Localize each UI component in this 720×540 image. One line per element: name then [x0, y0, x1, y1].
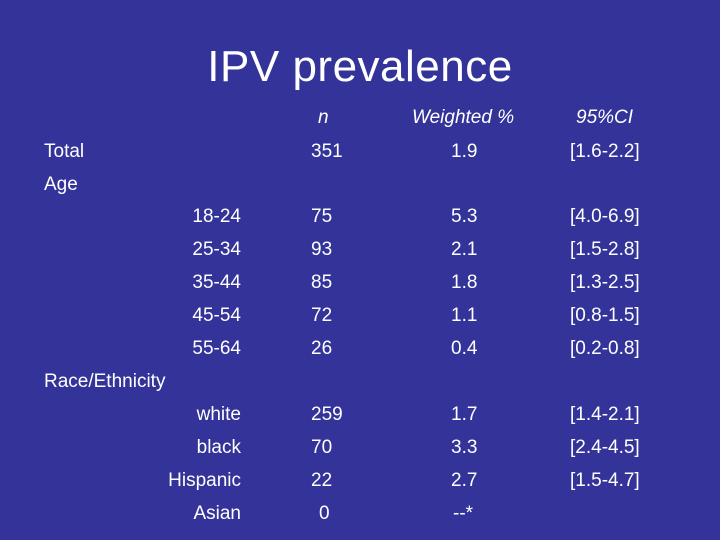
- race-label: Race/Ethnicity: [44, 371, 166, 392]
- cell-weighted: 1.9: [451, 141, 478, 162]
- group-heading-age: Age: [0, 171, 720, 199]
- cell-ci: [1.3-2.5]: [570, 272, 640, 293]
- cell-weighted: 1.7: [451, 404, 478, 425]
- row-label: Hispanic: [168, 470, 241, 491]
- cell-ci: [1.5-4.7]: [570, 470, 640, 491]
- row-label: 45-54: [192, 305, 241, 326]
- cell-n: 75: [311, 206, 333, 227]
- cell-weighted: 3.3: [451, 437, 478, 458]
- table-row: 35-44 85 1.8 [1.3-2.5]: [0, 269, 720, 297]
- cell-n: 0: [319, 503, 330, 524]
- cell-n: 85: [311, 272, 333, 293]
- cell-ci: [0.2-0.8]: [570, 338, 640, 359]
- cell-n: 22: [311, 470, 333, 491]
- cell-weighted: --*: [453, 503, 474, 524]
- table-row: 45-54 72 1.1 [0.8-1.5]: [0, 302, 720, 330]
- cell-ci: [1.5-2.8]: [570, 239, 640, 260]
- cell-ci: [0.8-1.5]: [570, 305, 640, 326]
- table-row: white 259 1.7 [1.4-2.1]: [0, 401, 720, 429]
- cell-n: 93: [311, 239, 333, 260]
- cell-weighted: 2.1: [451, 239, 478, 260]
- group-heading-race: Race/Ethnicity: [0, 368, 720, 396]
- column-header-weighted: Weighted %: [412, 107, 515, 128]
- cell-weighted: 2.7: [451, 470, 478, 491]
- table-row: Asian 0 --*: [0, 500, 720, 528]
- cell-weighted: 0.4: [451, 338, 478, 359]
- cell-weighted: 1.1: [451, 305, 478, 326]
- row-label: Asian: [193, 503, 241, 524]
- cell-n: 351: [311, 141, 343, 162]
- row-label: 25-34: [192, 239, 241, 260]
- total-label: Total: [44, 141, 85, 162]
- table-row: 55-64 26 0.4 [0.2-0.8]: [0, 335, 720, 363]
- row-label: black: [196, 437, 241, 458]
- cell-n: 259: [311, 404, 343, 425]
- cell-ci: [1.6-2.2]: [570, 141, 640, 162]
- cell-ci: [1.4-2.1]: [570, 404, 640, 425]
- table-row: Hispanic 22 2.7 [1.5-4.7]: [0, 467, 720, 495]
- cell-n: 72: [311, 305, 333, 326]
- row-label: white: [196, 404, 241, 425]
- cell-weighted: 1.8: [451, 272, 478, 293]
- table-row: 18-24 75 5.3 [4.0-6.9]: [0, 203, 720, 231]
- table-row-total: Total 351 1.9 [1.6-2.2]: [0, 138, 720, 166]
- cell-n: 26: [311, 338, 333, 359]
- table-row: black 70 3.3 [2.4-4.5]: [0, 434, 720, 462]
- table-row: 25-34 93 2.1 [1.5-2.8]: [0, 236, 720, 264]
- row-label: 35-44: [192, 272, 241, 293]
- column-header-n: n: [318, 107, 329, 128]
- row-label: 18-24: [192, 206, 241, 227]
- age-label: Age: [44, 174, 78, 195]
- column-header-ci: 95%CI: [576, 107, 634, 128]
- cell-n: 70: [311, 437, 333, 458]
- cell-weighted: 5.3: [451, 206, 478, 227]
- cell-ci: [4.0-6.9]: [570, 206, 640, 227]
- slide-title: IPV prevalence: [207, 42, 513, 91]
- cell-ci: [2.4-4.5]: [570, 437, 640, 458]
- row-label: 55-64: [192, 338, 241, 359]
